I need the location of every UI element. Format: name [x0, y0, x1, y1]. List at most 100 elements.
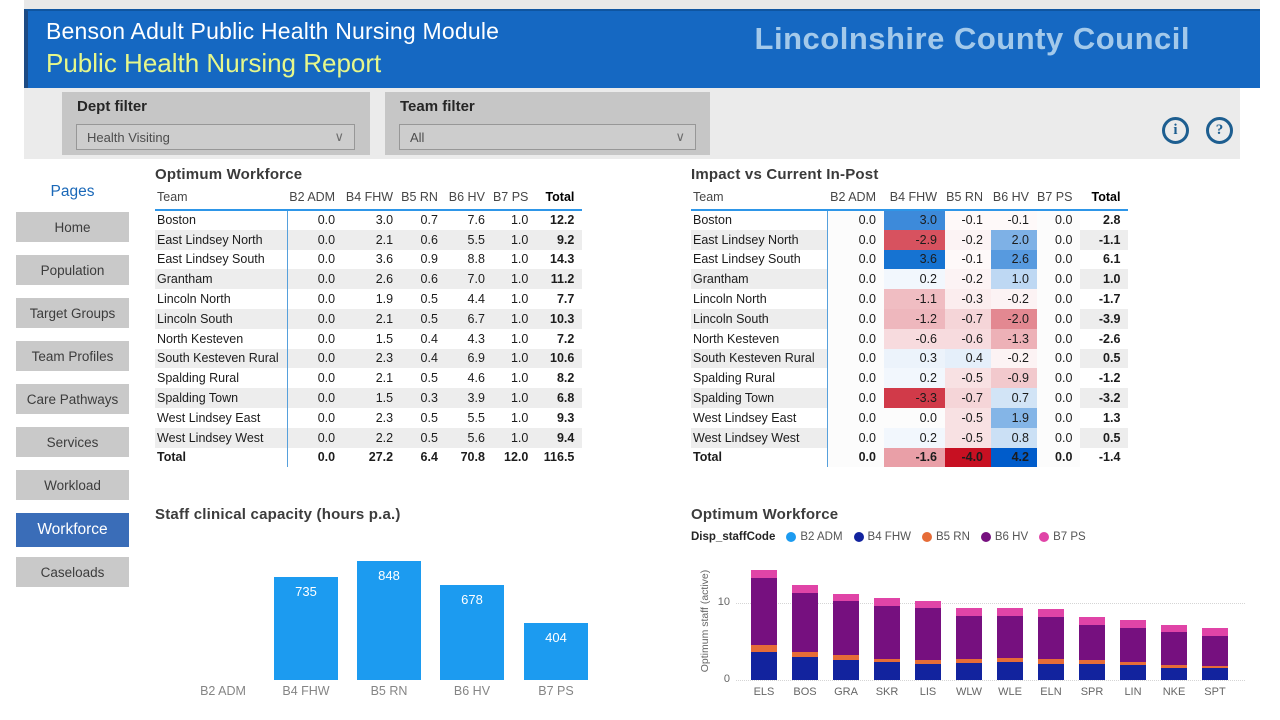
stack-segment-wle-b7-ps[interactable]: [997, 608, 1023, 617]
stack-segment-gra-b7-ps[interactable]: [833, 593, 859, 602]
stack-segment-spt-b4-fhw[interactable]: [1202, 668, 1228, 680]
pages-nav-title: Pages: [50, 183, 95, 200]
column-header-b6-hv[interactable]: B6 HV: [448, 190, 485, 204]
chevron-down-icon[interactable]: ∨: [334, 129, 344, 144]
stack-segment-skr-b5-rn[interactable]: [874, 659, 900, 663]
column-header-b5-rn[interactable]: B5 RN: [946, 190, 983, 204]
stack-segment-nke-b7-ps[interactable]: [1161, 624, 1187, 633]
sidebar-item-team-profiles[interactable]: Team Profiles: [16, 341, 129, 371]
stack-segment-lis-b6-hv[interactable]: [915, 608, 941, 660]
legend-item-b2-adm[interactable]: B2 ADM: [786, 531, 843, 543]
stack-segment-els-b4-fhw[interactable]: [751, 652, 777, 680]
stack-segment-els-b5-rn[interactable]: [751, 645, 777, 653]
stack-segment-wlw-b6-hv[interactable]: [956, 616, 982, 660]
stack-segment-wle-b6-hv[interactable]: [997, 616, 1023, 659]
stack-segment-spr-b4-fhw[interactable]: [1079, 663, 1105, 680]
help-icon[interactable]: ?: [1206, 117, 1233, 144]
stack-segment-wlw-b7-ps[interactable]: [956, 608, 982, 617]
table-row: Spalding Town 0.0 1.5 0.3 3.9 1.0 6.8: [155, 388, 583, 408]
stack-segment-lis-b4-fhw[interactable]: [915, 663, 941, 680]
stack-segment-eln-b5-rn[interactable]: [1038, 659, 1064, 664]
stack-segment-wlw-b5-rn[interactable]: [956, 659, 982, 664]
stack-segment-wle-b5-rn[interactable]: [997, 658, 1023, 663]
team-cell: West Lindsey East: [691, 407, 828, 428]
column-header-b5-rn[interactable]: B5 RN: [401, 190, 438, 204]
sidebar-item-services[interactable]: Services: [16, 427, 129, 457]
stack-segment-bos-b5-rn[interactable]: [792, 651, 818, 657]
value-cell: 4.2: [991, 447, 1037, 468]
sidebar-item-workload[interactable]: Workload: [16, 470, 129, 500]
stack-segment-spr-b7-ps[interactable]: [1079, 616, 1105, 625]
dept-filter-dropdown[interactable]: Health Visiting ∨: [76, 124, 355, 150]
stack-segment-spt-b6-hv[interactable]: [1202, 636, 1228, 667]
value-cell: -0.1: [991, 210, 1037, 230]
stack-segment-lis-b5-rn[interactable]: [915, 659, 941, 664]
column-header-b2-adm[interactable]: B2 ADM: [289, 190, 336, 204]
stack-segment-eln-b6-hv[interactable]: [1038, 616, 1064, 660]
sidebar-item-home[interactable]: Home: [16, 212, 129, 242]
sidebar-item-care-pathways[interactable]: Care Pathways: [16, 384, 129, 414]
stack-segment-skr-b7-ps[interactable]: [874, 598, 900, 607]
legend-item-b5-rn[interactable]: B5 RN: [922, 531, 970, 543]
bar-b4-fhw[interactable]: [274, 576, 338, 680]
stack-segment-bos-b6-hv[interactable]: [792, 592, 818, 652]
stack-segment-skr-b4-fhw[interactable]: [874, 662, 900, 680]
stack-segment-spt-b5-rn[interactable]: [1202, 666, 1228, 669]
team-cell: South Kesteven Rural: [155, 348, 288, 369]
stack-segment-nke-b5-rn[interactable]: [1161, 665, 1187, 669]
bar-b6-hv[interactable]: [440, 584, 504, 680]
legend-item-b4-fhw[interactable]: B4 FHW: [853, 531, 911, 543]
column-header-team[interactable]: Team: [693, 190, 724, 204]
column-header-b7-ps[interactable]: B7 PS: [492, 190, 529, 204]
column-header-b7-ps[interactable]: B7 PS: [1037, 190, 1073, 204]
team-cell: Spalding Town: [155, 388, 288, 408]
stack-segment-nke-b4-fhw[interactable]: [1161, 668, 1187, 680]
sidebar-item-workforce[interactable]: Workforce: [16, 513, 129, 547]
stack-segment-spr-b5-rn[interactable]: [1079, 659, 1105, 664]
report-header: Benson Adult Public Health Nursing Modul…: [24, 9, 1260, 88]
stack-segment-bos-b4-fhw[interactable]: [792, 656, 818, 680]
stack-segment-wlw-b4-fhw[interactable]: [956, 663, 982, 680]
info-icon[interactable]: i: [1162, 117, 1189, 144]
value-cell: 0.0: [827, 210, 884, 230]
stack-segment-eln-b7-ps[interactable]: [1038, 609, 1064, 617]
table-row: Spalding Rural 0.0 2.1 0.5 4.6 1.0 8.2: [155, 368, 582, 389]
stack-segment-lin-b7-ps[interactable]: [1120, 619, 1146, 628]
stack-segment-lis-b7-ps[interactable]: [915, 600, 941, 609]
team-filter-dropdown[interactable]: All ∨: [399, 124, 696, 150]
stack-segment-lin-b6-hv[interactable]: [1120, 627, 1146, 662]
stack-segment-gra-b6-hv[interactable]: [833, 601, 859, 656]
value-cell: 0.0: [317, 252, 336, 267]
stack-segment-spr-b6-hv[interactable]: [1079, 624, 1105, 660]
sidebar-item-target-groups[interactable]: Target Groups: [16, 298, 129, 328]
sidebar-item-caseloads[interactable]: Caseloads: [16, 557, 129, 587]
bar-b5-rn[interactable]: [357, 561, 421, 680]
value-cell: 0.0: [317, 371, 336, 386]
stack-segment-skr-b6-hv[interactable]: [874, 606, 900, 660]
stack-segment-gra-b4-fhw[interactable]: [833, 659, 859, 680]
column-header-b2-adm[interactable]: B2 ADM: [830, 190, 876, 204]
stack-segment-els-b7-ps[interactable]: [751, 569, 777, 578]
column-header-b6-hv[interactable]: B6 HV: [992, 190, 1029, 204]
column-header-total[interactable]: Total: [545, 190, 575, 204]
legend-item-b6-hv[interactable]: B6 HV: [980, 531, 1028, 543]
stack-segment-spt-b7-ps[interactable]: [1202, 628, 1228, 637]
stack-segment-nke-b6-hv[interactable]: [1161, 632, 1187, 666]
column-header-team[interactable]: Team: [157, 190, 188, 204]
value-cell: 9.2: [536, 229, 583, 250]
x-axis-label: B5 RN: [370, 684, 408, 698]
stack-segment-lin-b4-fhw[interactable]: [1120, 665, 1146, 680]
stack-segment-els-b6-hv[interactable]: [751, 577, 777, 646]
column-header-b4-fhw[interactable]: B4 FHW: [345, 190, 394, 204]
bar-b7-ps[interactable]: [524, 623, 588, 680]
stack-segment-lin-b5-rn[interactable]: [1120, 661, 1146, 666]
stack-segment-eln-b4-fhw[interactable]: [1038, 663, 1064, 680]
column-header-b4-fhw[interactable]: B4 FHW: [889, 190, 937, 204]
legend-item-b7-ps[interactable]: B7 PS: [1039, 531, 1086, 543]
stack-segment-wle-b4-fhw[interactable]: [997, 662, 1023, 680]
stack-segment-bos-b7-ps[interactable]: [792, 585, 818, 593]
stack-segment-gra-b5-rn[interactable]: [833, 655, 859, 660]
sidebar-item-population[interactable]: Population: [16, 255, 129, 285]
column-header-total[interactable]: Total: [1091, 190, 1121, 204]
chevron-down-icon[interactable]: ∨: [675, 129, 685, 144]
